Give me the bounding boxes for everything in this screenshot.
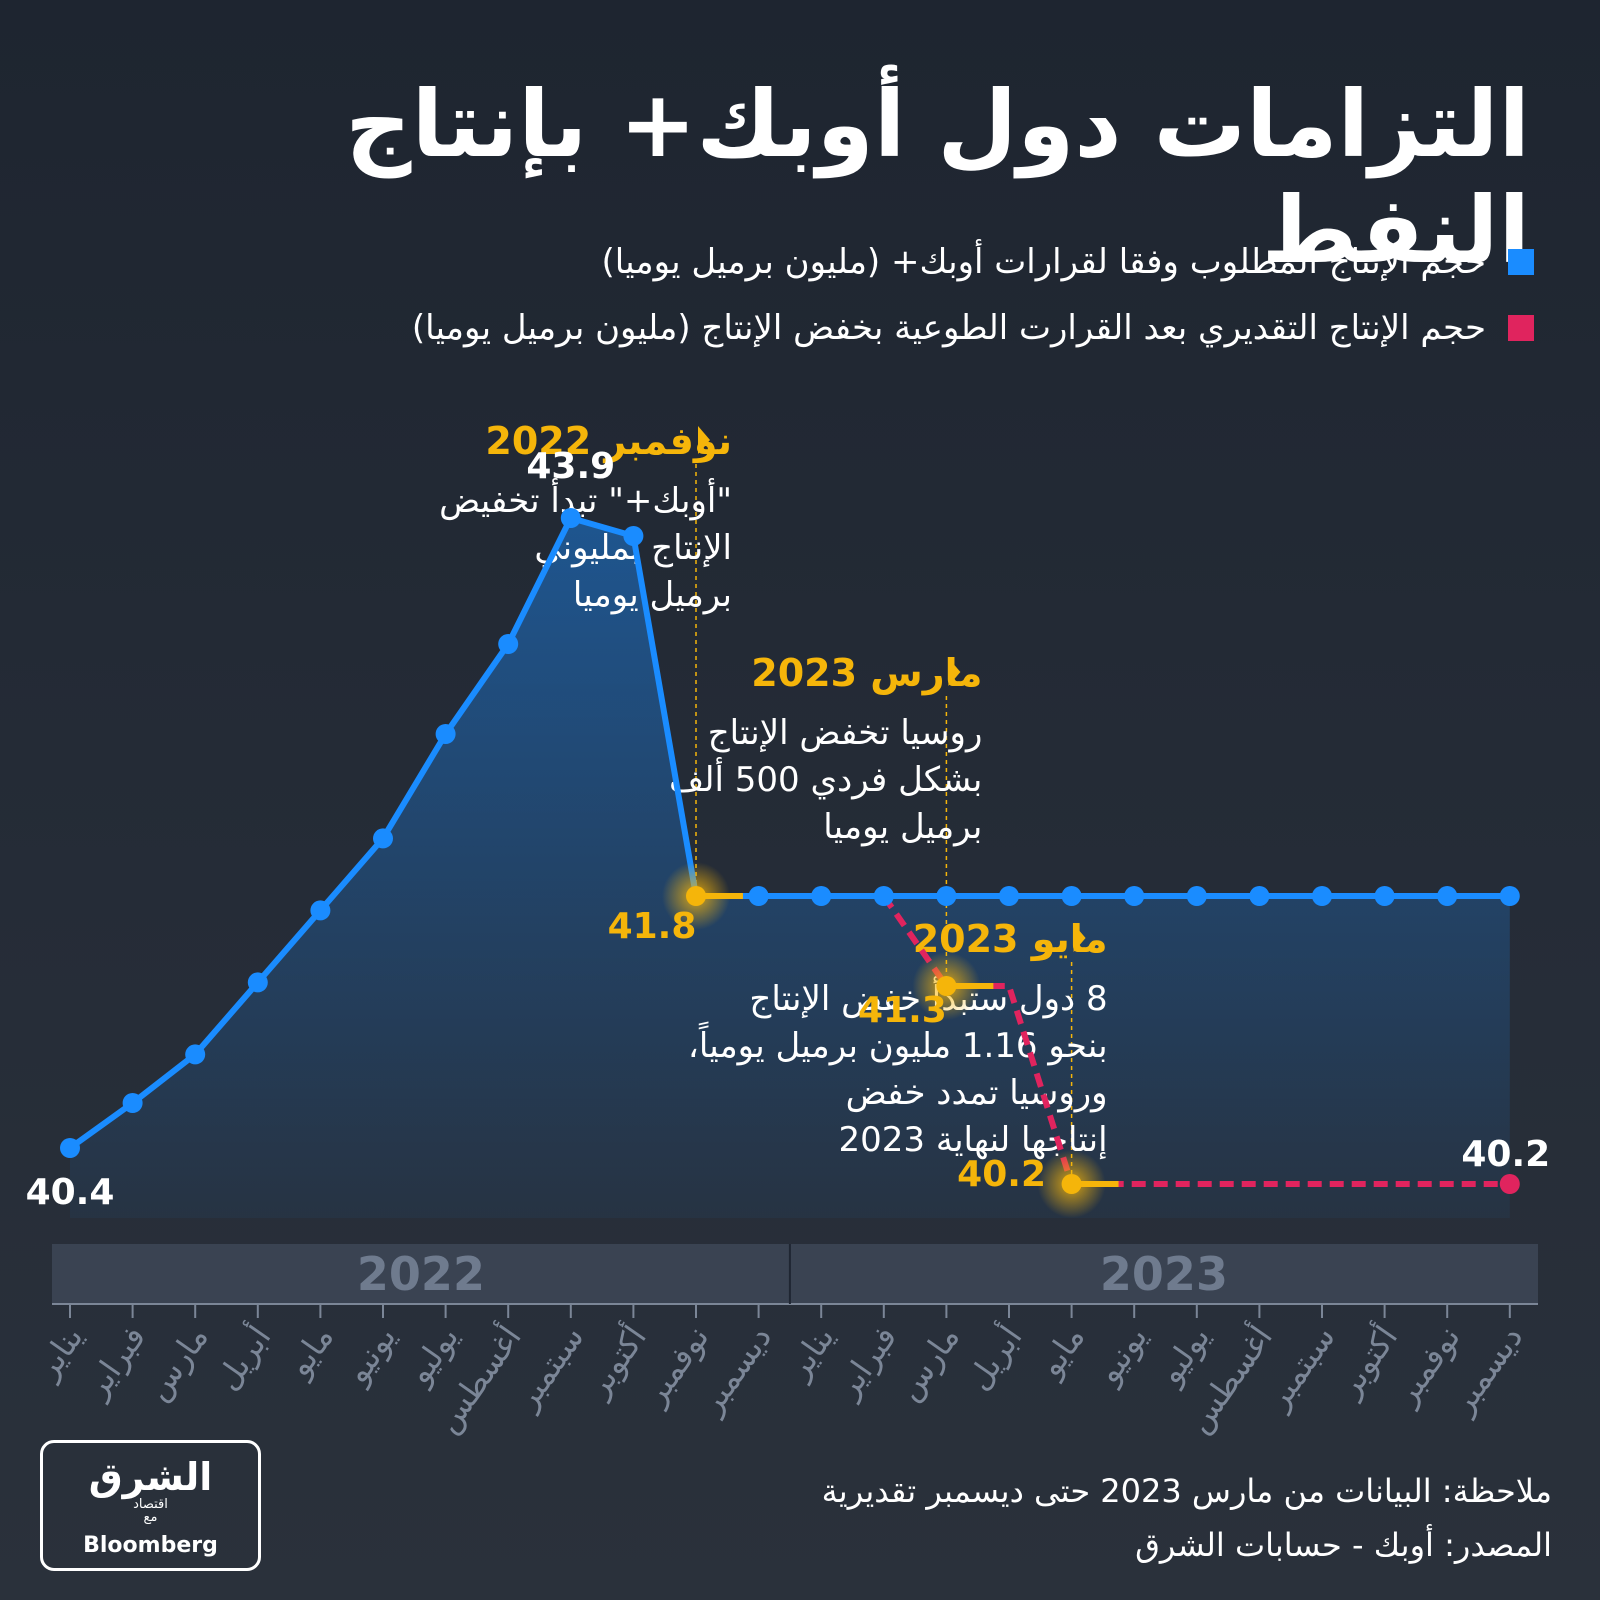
x-tick-label: فبراير	[827, 1319, 904, 1406]
data-point-estimated	[936, 976, 957, 996]
x-tick-label: سبتمبر	[506, 1319, 591, 1418]
data-point-estimated	[1499, 1174, 1520, 1194]
annotation-text: روسيا تخفض الإنتاج	[708, 713, 983, 753]
annotation-text: برميل يوميا	[573, 575, 732, 615]
annotation-marker	[698, 426, 710, 454]
data-point-required	[1437, 886, 1458, 906]
data-point-required	[1249, 886, 1270, 906]
logo-name: الشرق	[88, 1455, 213, 1499]
annotation-title: مارس 2023	[751, 651, 982, 695]
asharq-logo: الشرق اقتصاد مع Bloomberg	[40, 1440, 261, 1571]
data-point-required	[686, 886, 706, 906]
year-band	[52, 1244, 1538, 1304]
x-tick-label: يونيو	[337, 1319, 404, 1392]
data-point-required	[60, 1138, 80, 1158]
annotation-text: برميل يوميا	[823, 807, 982, 847]
data-point-required	[185, 1044, 206, 1065]
x-tick-label: سبتمبر	[1258, 1319, 1343, 1418]
legend-swatch-red	[1508, 315, 1534, 341]
x-tick-label: مارس	[889, 1319, 967, 1407]
annotation-text: بنحو 1.16 مليون برميل يومياً،	[688, 1021, 1108, 1066]
data-label: 43.9	[526, 446, 615, 487]
data-label: 41.8	[608, 906, 697, 947]
data-point-required	[1499, 886, 1520, 906]
x-tick-label: فبراير	[76, 1319, 153, 1406]
note-text: ملاحظة: البيانات من مارس 2023 حتى ديسمبر…	[821, 1472, 1552, 1510]
data-point-required	[748, 886, 769, 906]
logo-brand: Bloomberg	[83, 1533, 218, 1558]
annotation-marker	[948, 658, 961, 686]
data-point-required	[373, 828, 393, 849]
data-point-required	[623, 526, 644, 546]
annotation-text: "أوبك+" تبدأ تخفيض	[439, 478, 732, 521]
annotation-text: وروسيا تمدد خفض	[846, 1073, 1108, 1113]
legend-label: حجم الإنتاج المطلوب وفقا لقرارات أوبك+ (…	[601, 242, 1486, 282]
data-point-required	[122, 1093, 143, 1113]
legend-item-estimated: حجم الإنتاج التقديري بعد القرارت الطوعية…	[412, 308, 1534, 348]
series-area-required	[70, 518, 1510, 1218]
data-label: 41.3	[858, 990, 947, 1031]
year-label: 2022	[357, 1247, 485, 1301]
data-point-estimated	[1061, 1174, 1082, 1194]
year-label: 2023	[1100, 1247, 1228, 1301]
logo-partner: مع	[143, 1510, 158, 1525]
annotation-title: نوفمبر 2022	[485, 419, 732, 463]
x-tick-label: أبريل	[957, 1318, 1029, 1397]
source-text: المصدر: أوبك - حسابات الشرق	[1135, 1526, 1552, 1564]
data-point-required	[936, 886, 957, 906]
data-point-required	[1186, 886, 1207, 906]
data-point-required	[310, 900, 331, 921]
x-tick-label: مايو	[279, 1319, 341, 1385]
data-point-required	[247, 972, 268, 993]
data-point-required	[999, 886, 1019, 906]
series-line-estimated	[881, 894, 1510, 1187]
legend-swatch-blue	[1508, 249, 1534, 275]
data-point-required	[1312, 886, 1332, 906]
series-line-required	[68, 515, 1510, 1151]
legend-label: حجم الإنتاج التقديري بعد القرارت الطوعية…	[411, 308, 1486, 348]
page-title: التزامات دول أوبك+ بإنتاج النفط	[345, 71, 1530, 284]
data-point-required	[811, 886, 832, 906]
data-label: 40.4	[26, 1172, 115, 1213]
data-point-required	[1061, 886, 1082, 906]
annotation-marker	[1073, 924, 1086, 952]
data-label: 40.2	[957, 1154, 1046, 1195]
x-tick-label: مايو	[1030, 1319, 1092, 1385]
data-label: 40.2	[1461, 1134, 1550, 1175]
x-tick-label: مارس	[138, 1319, 216, 1407]
legend-item-required: حجم الإنتاج المطلوب وفقا لقرارات أوبك+ (…	[601, 242, 1534, 282]
data-point-required	[1374, 886, 1395, 906]
data-point-required	[435, 724, 456, 744]
x-tick-label: يونيو	[1088, 1319, 1155, 1392]
data-point-required	[873, 886, 894, 906]
data-point-required	[1124, 886, 1145, 906]
data-point-required	[498, 634, 519, 654]
x-tick-label: أبريل	[206, 1318, 278, 1397]
data-point-required	[560, 508, 581, 528]
logo-sub: اقتصاد	[133, 1497, 168, 1512]
annotation-text: بشكل فردي 500 ألف	[669, 757, 982, 800]
